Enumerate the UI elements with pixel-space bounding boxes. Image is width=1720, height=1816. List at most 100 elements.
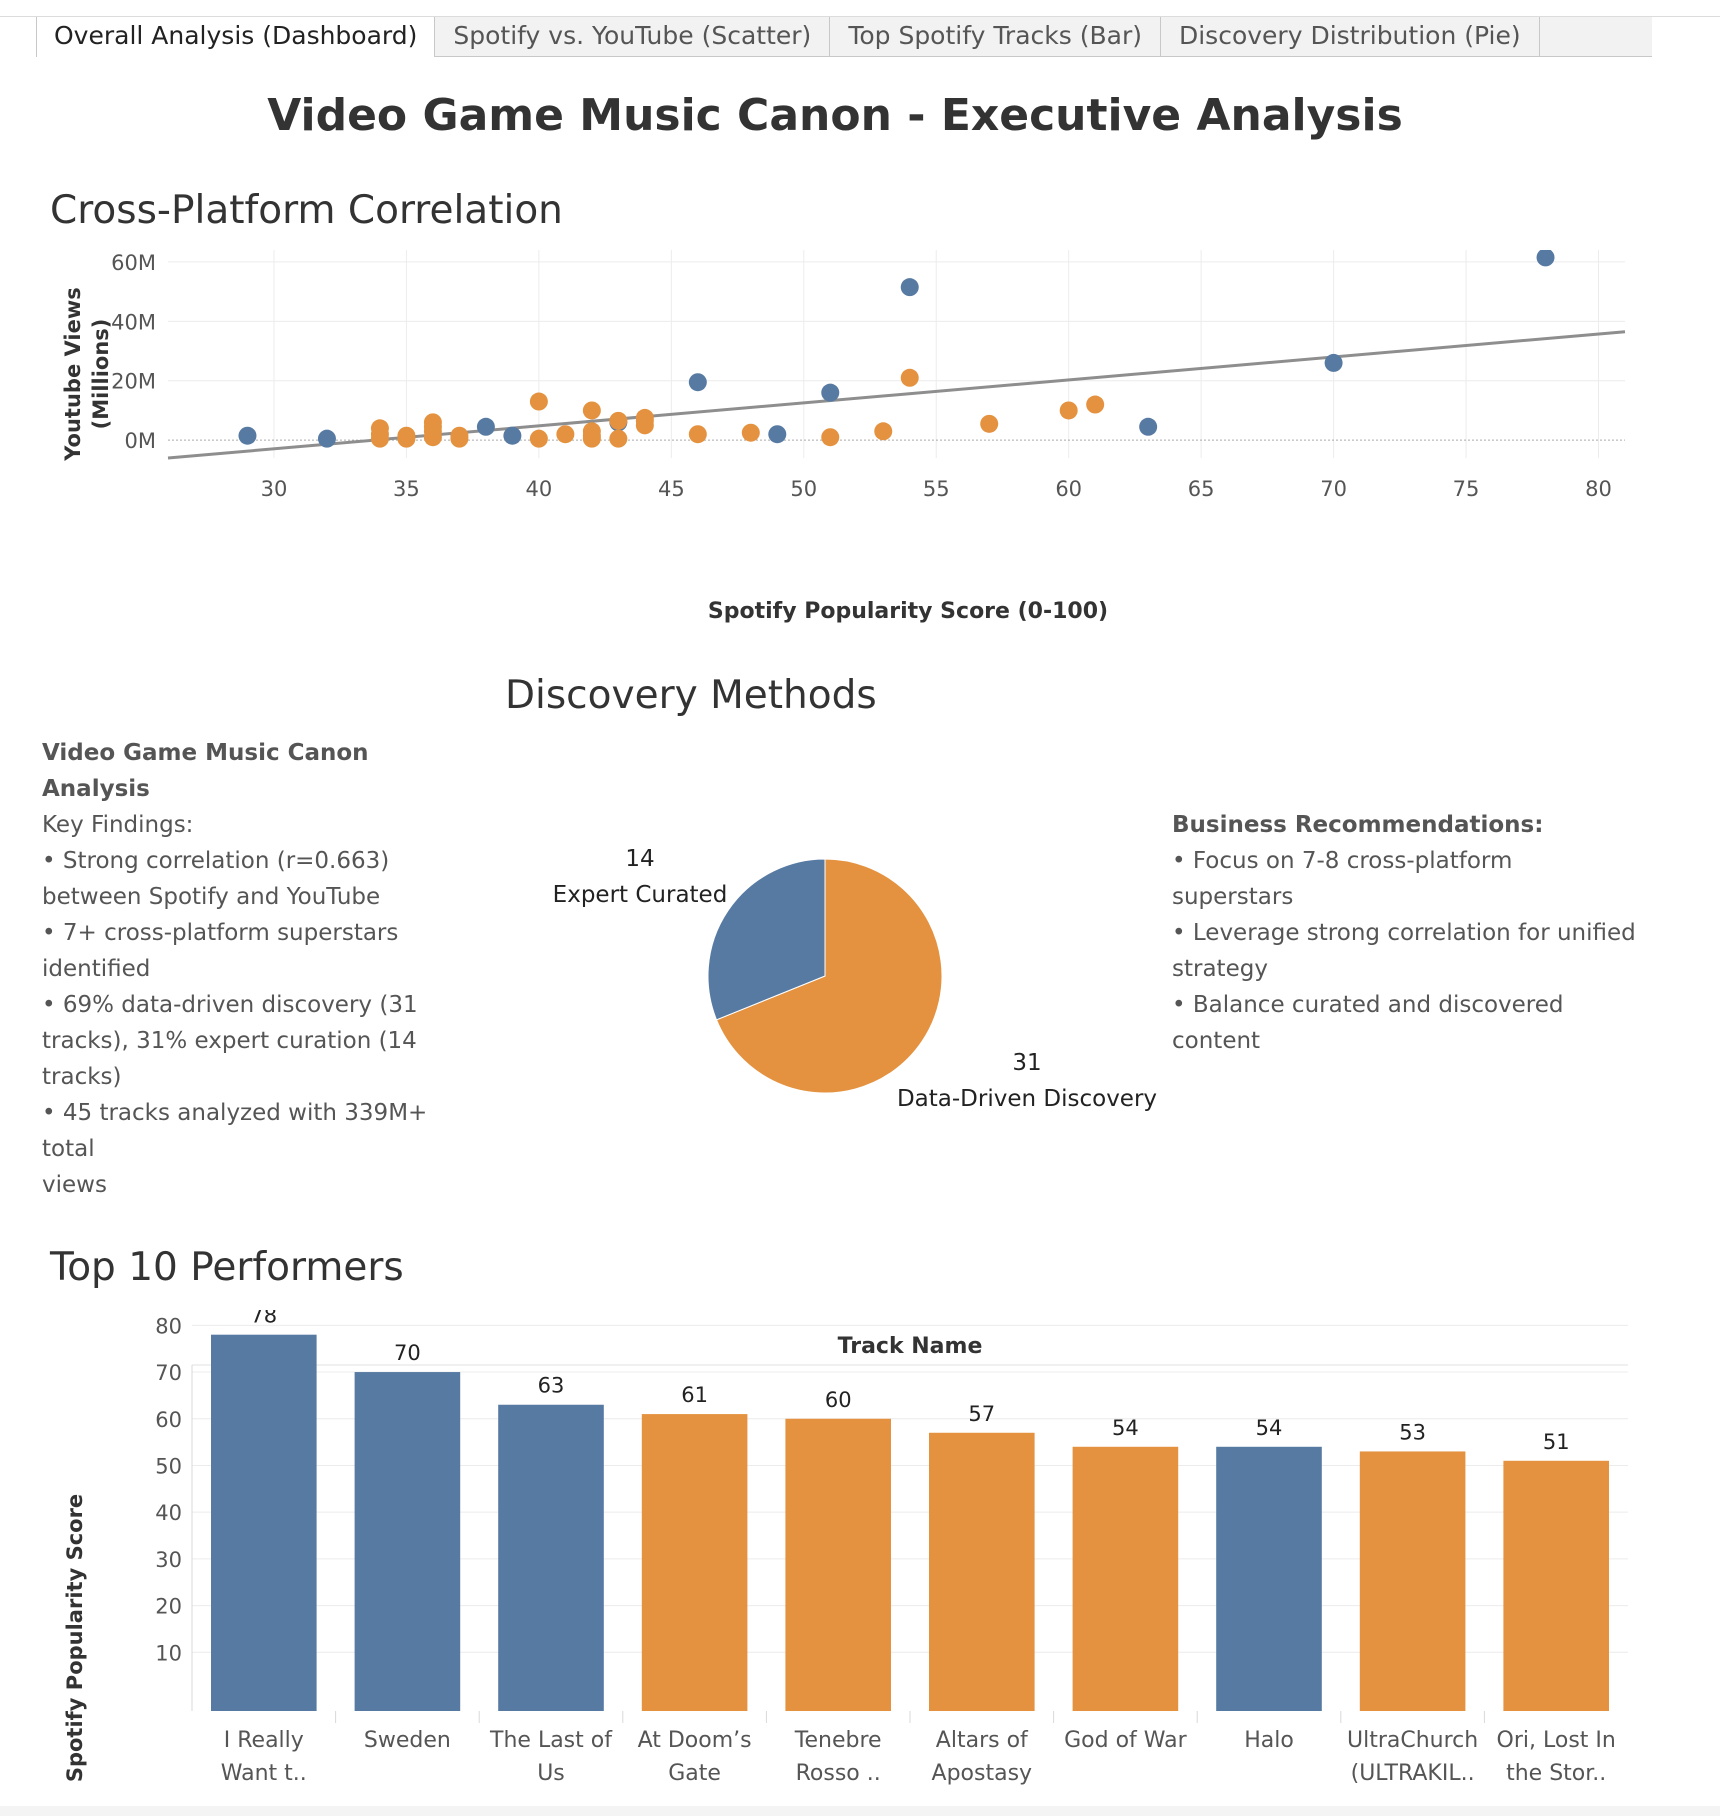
scatter-x-tick: 60 (1055, 477, 1082, 501)
findings-line: • 7+ cross-platform superstars (42, 920, 399, 946)
scatter-x-tick: 35 (393, 477, 420, 501)
findings-line: Key Findings: (42, 812, 194, 838)
recommendations-line: • Balance curated and discovered (1172, 992, 1564, 1018)
tab-spotify-vs-youtube[interactable]: Spotify vs. YouTube (Scatter) (435, 17, 831, 56)
bar-rect[interactable] (641, 1414, 748, 1711)
bar-category-label: Sweden (364, 1728, 451, 1753)
bar-column-header: Track Name (838, 1334, 983, 1359)
scatter-x-tick: 75 (1453, 477, 1480, 501)
scatter-point (529, 429, 548, 448)
scatter-x-tick: 30 (261, 477, 288, 501)
bar-chart[interactable]: Track Name 10 20 30 40 50 60 70 80 Spotify Popula… (0, 1310, 1660, 1790)
scatter-point (317, 429, 336, 448)
scatter-point (1086, 395, 1105, 414)
scatter-point (688, 425, 707, 444)
bar-category-label: Rosso .. (796, 1761, 881, 1786)
bar-value-label: 61 (681, 1383, 708, 1407)
findings-line: • 45 tracks analyzed with 339M+ total (42, 1100, 428, 1162)
findings-line: identified (42, 956, 151, 982)
scatter-point (900, 278, 919, 297)
scatter-y-axis-title: Youtube Views (Millions) (61, 287, 113, 461)
scatter-x-tick: 70 (1320, 477, 1347, 501)
bar-value-label: 54 (1256, 1416, 1283, 1440)
scatter-chart[interactable]: 30 35 40 45 50 55 60 65 70 75 80 0M 20M 40M 60M Spotify… (0, 250, 1660, 630)
bar-y-tick: 10 (155, 1641, 182, 1665)
bottom-band (0, 1806, 1720, 1816)
bar-category-label: Want t.. (221, 1761, 307, 1786)
bar-category-label: Gate (668, 1761, 721, 1786)
bar-rect[interactable] (785, 1418, 891, 1711)
bar-rect[interactable] (1503, 1460, 1609, 1711)
scatter-x-tick: 40 (526, 477, 553, 501)
bar-value-label: 60 (825, 1388, 852, 1412)
recommendations-line: • Leverage strong correlation for unifie… (1172, 920, 1636, 946)
scatter-y-tick: 20M (111, 370, 156, 394)
bar-category-label: Us (537, 1761, 565, 1786)
bar-value-label: 57 (968, 1402, 995, 1426)
bar-category-label: I Really (224, 1728, 304, 1753)
scatter-point (741, 423, 760, 442)
scatter-point (1536, 250, 1555, 267)
scatter-y-tick: 40M (111, 310, 156, 334)
scatter-point (1139, 417, 1158, 436)
scatter-x-tick: 80 (1585, 477, 1612, 501)
findings-line: between Spotify and YouTube (42, 884, 381, 910)
findings-line: tracks), 31% expert curation (14 (42, 1028, 417, 1054)
pie-slice-data-driven[interactable] (715, 858, 943, 1094)
bar-rect[interactable] (1216, 1446, 1322, 1711)
scatter-x-tick: 55 (923, 477, 950, 501)
bar-rect[interactable] (929, 1432, 1035, 1711)
bar-category-label: UltraChurch (1347, 1728, 1478, 1753)
scatter-point (503, 426, 522, 445)
scatter-point (900, 368, 919, 387)
scatter-x-tick: 45 (658, 477, 685, 501)
bar-value-label: 54 (1112, 1416, 1139, 1440)
bar-rect[interactable] (498, 1404, 604, 1711)
bar-category-label: God of War (1064, 1728, 1187, 1753)
tab-bar: Overall Analysis (Dashboard) Spotify vs.… (36, 17, 1652, 57)
pie-title: Discovery Methods (505, 673, 877, 718)
pie-slice-expert-curated[interactable] (707, 858, 826, 1021)
scatter-y-tick: 60M (111, 251, 156, 275)
recommendations-heading: Business Recommendations: (1172, 812, 1544, 838)
pie-value-data-driven: 31 (1012, 1050, 1041, 1076)
scatter-point (635, 408, 654, 427)
scatter-point (423, 413, 442, 432)
scatter-point (476, 417, 495, 436)
bar-category-label: The Last of (489, 1728, 613, 1753)
bar-rect[interactable] (1072, 1446, 1179, 1711)
pie-label-expert-curated: Expert Curated (553, 882, 728, 908)
bar-category-label: At Doom’s (638, 1728, 752, 1753)
bar-y-tick: 20 (155, 1595, 182, 1619)
scatter-x-axis-title: Spotify Popularity Score (0-100) (708, 599, 1108, 624)
bar-value-label: 63 (538, 1374, 565, 1398)
scatter-point (450, 426, 469, 445)
bar-rect[interactable] (1359, 1451, 1466, 1711)
tab-top-spotify-tracks[interactable]: Top Spotify Tracks (Bar) (830, 17, 1161, 56)
recommendations-line: • Focus on 7-8 cross-platform (1172, 848, 1513, 874)
tab-overall-analysis[interactable]: Overall Analysis (Dashboard) (36, 17, 436, 57)
business-recommendations-panel: Business Recommendations: • Focus on 7-8… (1172, 807, 1652, 1059)
scatter-y-axis-title-line: (Millions) (89, 319, 113, 430)
pie-chart[interactable]: 14 Expert Curated 31 Data-Driven Discove… (520, 830, 1180, 1130)
scatter-point (821, 428, 840, 447)
scatter-x-tick: 50 (790, 477, 817, 501)
bar-value-label: 70 (394, 1341, 421, 1365)
scatter-point (1324, 353, 1343, 372)
bar-category-label: the Stor.. (1506, 1761, 1606, 1786)
bar-rect[interactable] (354, 1372, 461, 1711)
scatter-point (238, 426, 257, 445)
bar-y-tick: 80 (155, 1314, 182, 1338)
scatter-point (768, 425, 787, 444)
bar-title: Top 10 Performers (50, 1245, 404, 1290)
bar-y-tick: 60 (155, 1408, 182, 1432)
bar-y-tick: 70 (155, 1361, 182, 1385)
bar-category-label: Tenebre (794, 1728, 882, 1753)
scatter-point (582, 401, 601, 420)
scatter-point (821, 383, 840, 402)
bar-value-label: 51 (1543, 1430, 1570, 1454)
bar-rect[interactable] (211, 1334, 317, 1711)
scatter-point (556, 425, 575, 444)
tab-discovery-distribution[interactable]: Discovery Distribution (Pie) (1161, 17, 1540, 56)
bar-category-label: Altars of (936, 1728, 1029, 1753)
